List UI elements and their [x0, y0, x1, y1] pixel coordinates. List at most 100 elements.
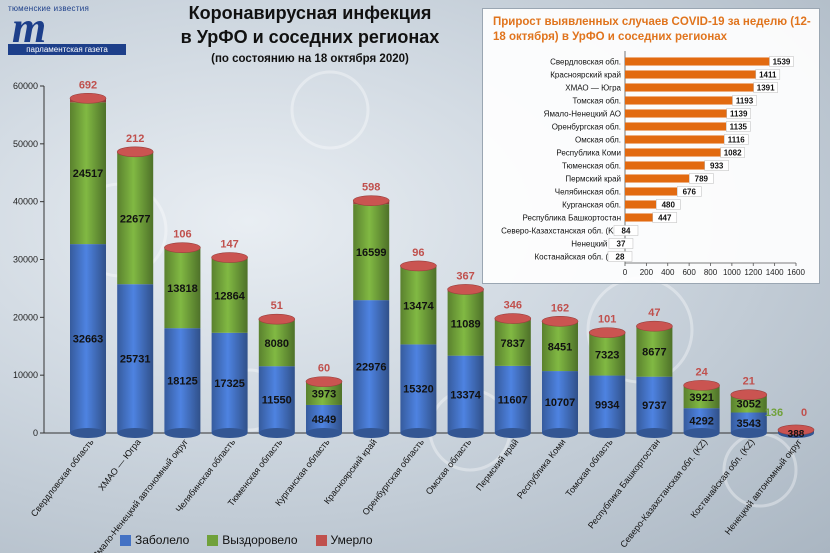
- data-label-died: 0: [801, 407, 807, 419]
- data-label-died: 162: [551, 302, 569, 314]
- bar-segment-sick: [447, 355, 484, 433]
- inset-x-tick-label: 1000: [723, 268, 741, 277]
- inset-x-tick-label: 600: [682, 268, 696, 277]
- bar-base: [353, 428, 390, 438]
- inset-bar: [625, 148, 741, 157]
- inset-value-label: 676: [683, 188, 697, 197]
- data-label-recovered: 3052: [737, 399, 761, 411]
- y-tick-label: 0: [33, 428, 38, 438]
- inset-category-label: Северо-Казахстанская обл. (KZ): [501, 227, 621, 236]
- data-label-died: 60: [318, 363, 330, 375]
- data-label-recovered: 3921: [689, 392, 713, 404]
- inset-x-tick-label: 400: [661, 268, 675, 277]
- inset-value-label: 789: [695, 175, 709, 184]
- category-label: Свердловская область: [29, 437, 96, 519]
- bar-segment-recovered: [683, 385, 720, 409]
- bar-segment-recovered: [353, 204, 390, 301]
- inset-value-label: 1193: [736, 97, 754, 106]
- y-tick-label: 50000: [13, 139, 38, 149]
- legend-item-recovered: Выздоровело: [207, 533, 298, 547]
- category-label: Пермский край: [474, 437, 520, 493]
- data-label-died: 692: [79, 79, 97, 91]
- data-label-recovered: 3973: [312, 388, 336, 400]
- inset-value-box: [613, 225, 639, 236]
- data-label-sick: 4292: [689, 416, 713, 428]
- bar-top-cap: [352, 195, 390, 206]
- bar-segment-sick: [70, 244, 106, 433]
- inset-value-box: [676, 186, 702, 197]
- bar-segment-recovered: [400, 266, 437, 345]
- inset-value-box: [732, 95, 757, 106]
- bar-segment-sick: [494, 365, 531, 433]
- inset-category-label: Костанайская обл. (KZ): [535, 253, 622, 262]
- inset-category-label: Республика Башкортостан: [523, 214, 621, 223]
- y-tick-label: 40000: [13, 197, 38, 207]
- inset-category-label: Омская обл.: [575, 136, 621, 145]
- inset-bar: [625, 57, 790, 66]
- legend-swatch-died: [315, 534, 327, 546]
- bar-segment-sick: [636, 376, 673, 433]
- bar-base: [683, 428, 720, 438]
- bar-base: [211, 428, 248, 438]
- inset-category-label: Республика Коми: [556, 149, 621, 158]
- bar-base: [400, 428, 437, 438]
- bar-top-cap: [494, 313, 532, 324]
- bar-base: [306, 428, 342, 438]
- inset-bar: [625, 83, 774, 92]
- inset-bar: [625, 200, 677, 209]
- inset-value-box: [689, 173, 714, 184]
- inset-category-label: Ямало-Ненецкий АО: [544, 110, 621, 119]
- legend-label-died: Умерло: [330, 533, 373, 547]
- data-label-recovered: 7837: [501, 338, 525, 350]
- bar-segment-recovered: [494, 320, 531, 366]
- data-label-recovered: 13474: [403, 300, 434, 312]
- data-label-died: 96: [412, 247, 424, 259]
- bar-segment-recovered: [211, 258, 248, 333]
- inset-bar: [625, 161, 725, 170]
- data-label-recovered: 8080: [265, 338, 289, 350]
- bar-top-cap: [116, 146, 154, 158]
- y-tick-label: 30000: [13, 255, 38, 265]
- logo-top-text: тюменские известия: [8, 4, 90, 13]
- data-label-recovered: 8451: [548, 342, 572, 354]
- y-tick-label: 60000: [13, 81, 38, 91]
- data-label-sick: 13374: [450, 389, 481, 401]
- inset-value-label: 1139: [730, 110, 748, 119]
- inset-bar: [625, 135, 745, 144]
- bar-segment-sick: [400, 344, 437, 433]
- data-label-died: 47: [648, 307, 660, 319]
- newspaper-logo: m тюменские известия парламентская газет…: [8, 4, 126, 56]
- inset-value-label: 1135: [730, 123, 748, 132]
- data-label-recovered: 22677: [120, 214, 151, 226]
- inset-category-label: ХМАО — Югра: [565, 84, 621, 93]
- legend-label-sick: Заболело: [135, 533, 190, 547]
- logo-bottom-text: парламентская газета: [8, 44, 126, 55]
- data-label-died: 367: [456, 270, 474, 282]
- data-label-recovered: 12864: [214, 291, 245, 303]
- bar-base: [117, 428, 154, 438]
- data-label-died: 346: [504, 300, 522, 312]
- bar-segment-sick: [164, 328, 201, 433]
- y-tick-label: 20000: [13, 312, 38, 322]
- data-label-sick: 15320: [403, 384, 434, 396]
- inset-category-label: Оренбургская обл.: [552, 123, 621, 132]
- inset-category-label: Свердловская обл.: [550, 58, 621, 67]
- bar-segment-sick: [353, 300, 390, 433]
- inset-x-tick-label: 1600: [787, 268, 805, 277]
- bar-base: [589, 428, 626, 438]
- data-label-sick: 11607: [498, 394, 528, 406]
- chart-title-line2: в УрФО и соседних регионах: [180, 27, 440, 47]
- data-label-died: 106: [173, 229, 191, 241]
- inset-category-label: Пермский край: [565, 175, 621, 184]
- bar-top-cap: [777, 424, 815, 436]
- bar-segment-recovered: [70, 102, 106, 245]
- inset-category-label: Красноярский край: [550, 71, 621, 80]
- inset-value-label: 1391: [757, 84, 775, 93]
- inset-x-tick-label: 1400: [766, 268, 784, 277]
- inset-value-label: 37: [617, 240, 626, 249]
- bar-segment-recovered: [589, 333, 626, 376]
- bar-segment-recovered: [258, 319, 295, 367]
- inset-category-label: Челябинская обл.: [555, 188, 621, 197]
- horizontal-bar-chart: 0 200 400 600 800 1000 1200 1400 1600 Свердловска…: [501, 51, 805, 277]
- data-label-recovered: 24517: [73, 168, 104, 180]
